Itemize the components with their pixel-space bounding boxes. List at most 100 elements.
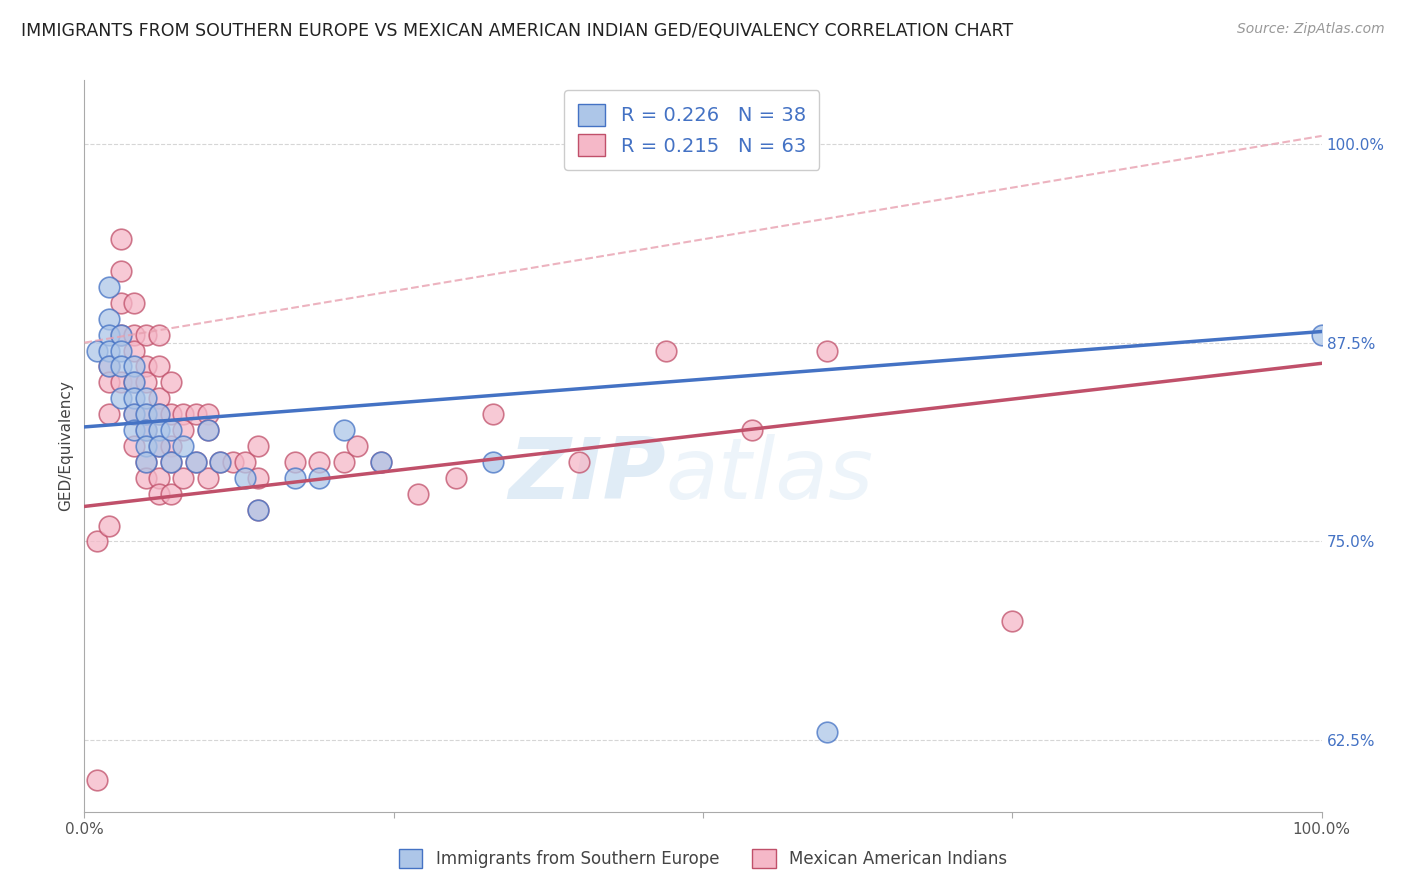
Point (160, 455, 183, 469)
Point (172, 407, 194, 421)
Point (308, 455, 330, 469)
Point (370, 455, 392, 469)
Point (110, 392, 132, 406)
Point (444, 471, 467, 485)
Point (246, 471, 269, 485)
Point (86, 343, 108, 358)
Point (209, 455, 232, 469)
Point (135, 392, 157, 406)
Point (1310, 327, 1333, 342)
Point (246, 502, 269, 516)
Point (135, 376, 157, 390)
Legend: Immigrants from Southern Europe, Mexican American Indians: Immigrants from Southern Europe, Mexican… (391, 840, 1015, 877)
Point (284, 455, 307, 469)
Point (346, 439, 368, 453)
Point (160, 455, 183, 469)
Point (655, 343, 678, 358)
Point (197, 471, 219, 485)
Point (98, 359, 121, 374)
Point (122, 439, 145, 453)
Point (122, 376, 145, 390)
Point (333, 423, 356, 437)
Point (481, 407, 503, 421)
Point (148, 486, 170, 500)
Point (160, 486, 183, 500)
Point (86, 772, 108, 787)
Point (122, 327, 145, 342)
Point (284, 471, 307, 485)
Point (148, 439, 170, 453)
Point (86, 534, 108, 549)
Point (172, 471, 194, 485)
Point (110, 327, 132, 342)
Point (481, 455, 503, 469)
Point (110, 296, 132, 310)
Point (233, 471, 256, 485)
Point (135, 407, 157, 421)
Point (172, 423, 194, 437)
Text: Source: ZipAtlas.com: Source: ZipAtlas.com (1237, 22, 1385, 37)
Point (122, 359, 145, 374)
Point (148, 407, 170, 421)
Point (110, 264, 132, 278)
Point (98, 280, 121, 294)
Point (110, 232, 132, 246)
Point (135, 407, 157, 421)
Point (98, 518, 121, 533)
Point (148, 439, 170, 453)
Point (122, 407, 145, 421)
Point (122, 423, 145, 437)
Point (172, 439, 194, 453)
Point (110, 359, 132, 374)
Point (148, 392, 170, 406)
Y-axis label: GED/Equivalency: GED/Equivalency (58, 381, 73, 511)
Point (98, 327, 121, 342)
Point (408, 486, 430, 500)
Point (370, 455, 392, 469)
Point (110, 327, 132, 342)
Point (135, 471, 157, 485)
Point (98, 376, 121, 390)
Point (148, 423, 170, 437)
Point (122, 343, 145, 358)
Point (148, 471, 170, 485)
Point (815, 725, 838, 739)
Point (122, 376, 145, 390)
Text: atlas: atlas (666, 434, 875, 516)
Point (98, 311, 121, 326)
Point (197, 423, 219, 437)
Point (246, 439, 269, 453)
Point (135, 327, 157, 342)
Point (110, 376, 132, 390)
Point (209, 455, 232, 469)
Point (160, 439, 183, 453)
Point (308, 471, 330, 485)
Point (184, 455, 207, 469)
Point (148, 327, 170, 342)
Point (160, 407, 183, 421)
Point (110, 343, 132, 358)
Point (197, 423, 219, 437)
Point (741, 423, 763, 437)
Text: IMMIGRANTS FROM SOUTHERN EUROPE VS MEXICAN AMERICAN INDIAN GED/EQUIVALENCY CORRE: IMMIGRANTS FROM SOUTHERN EUROPE VS MEXIC… (21, 22, 1014, 40)
Point (122, 296, 145, 310)
Point (98, 407, 121, 421)
Point (122, 407, 145, 421)
Point (122, 392, 145, 406)
Point (233, 455, 256, 469)
Point (135, 439, 157, 453)
Point (197, 407, 219, 421)
Point (815, 343, 838, 358)
Text: ZIP: ZIP (508, 434, 666, 516)
Point (333, 455, 356, 469)
Point (135, 455, 157, 469)
Point (135, 423, 157, 437)
Point (135, 455, 157, 469)
Point (184, 407, 207, 421)
Point (184, 455, 207, 469)
Point (222, 455, 245, 469)
Point (135, 359, 157, 374)
Point (568, 455, 591, 469)
Point (148, 407, 170, 421)
Point (1001, 614, 1024, 628)
